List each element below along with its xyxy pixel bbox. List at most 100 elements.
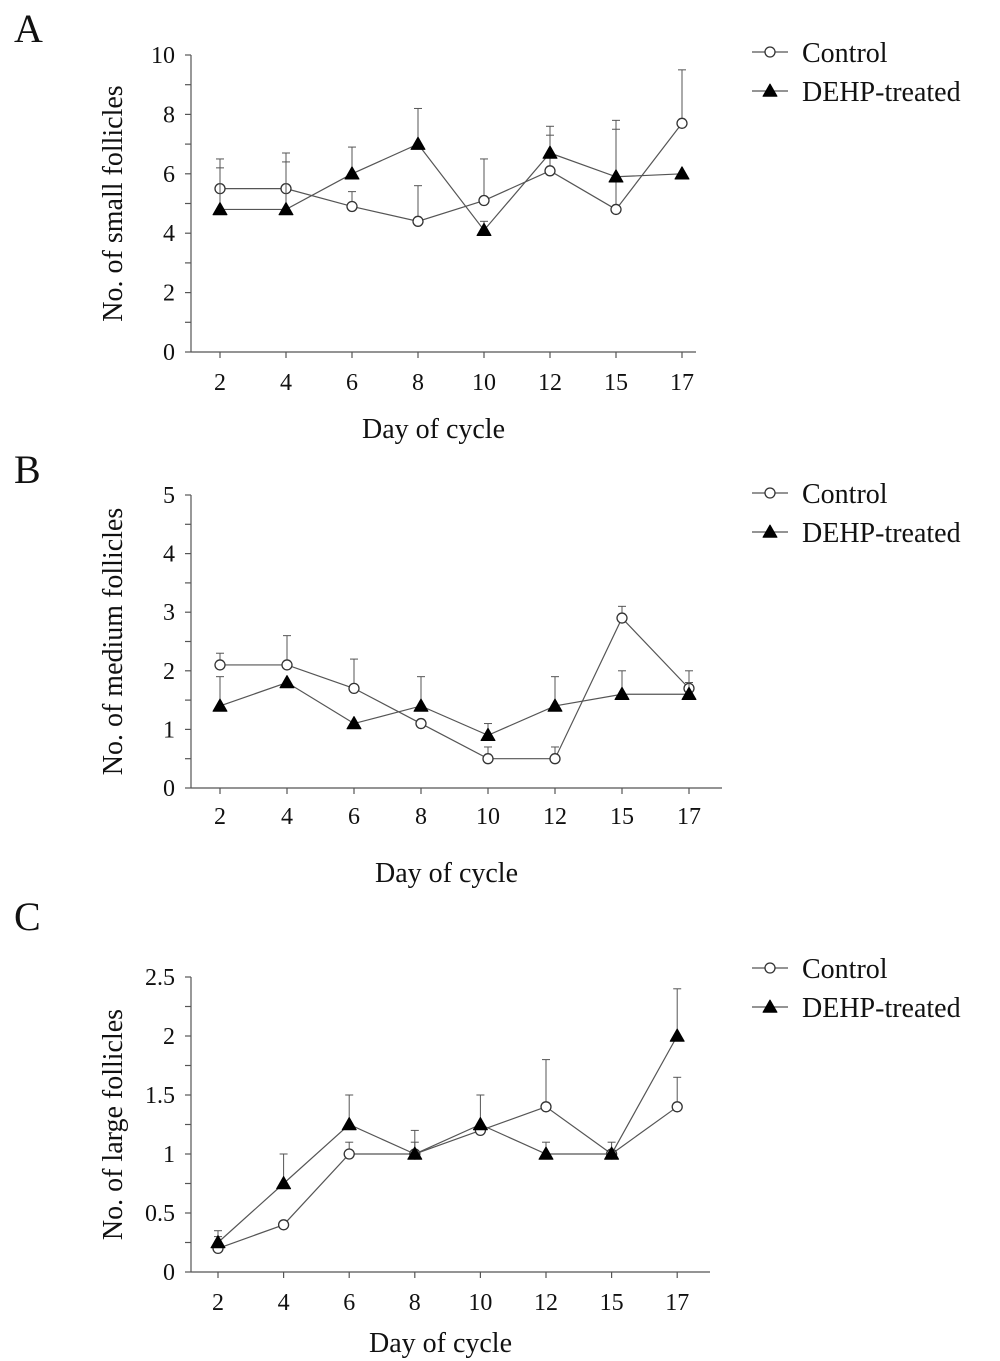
data-point	[540, 1101, 552, 1113]
data-point	[538, 1146, 554, 1160]
data-point	[610, 203, 622, 216]
data-point	[341, 1117, 357, 1131]
x-tick-label: 4	[281, 804, 293, 830]
legend-marker	[762, 83, 778, 97]
series-line	[220, 617, 690, 760]
data-point	[212, 698, 228, 712]
legend-label: DEHP-treated	[802, 518, 961, 549]
data-point	[608, 169, 624, 183]
data-point	[604, 1146, 620, 1160]
series-line	[220, 143, 683, 232]
y-tick-label: 2	[163, 659, 175, 685]
legend-marker	[762, 999, 778, 1013]
legend-label: Control	[802, 954, 888, 985]
panel-letter: A	[14, 6, 43, 51]
data-point	[482, 753, 494, 765]
series-dehp-treated	[212, 107, 690, 236]
y-tick-label: 0	[163, 776, 175, 802]
x-axis-label: Day of cycle	[362, 414, 505, 445]
x-tick-label: 15	[610, 804, 634, 830]
data-point	[346, 716, 362, 730]
x-tick-label: 2	[214, 804, 226, 830]
series-line	[220, 122, 683, 222]
panel-c: C 0 0.5 1 1.5 2 2.5 2 4 6 8 10 12 15 17 Day of cycle No.…	[14, 894, 961, 1359]
legend-label: DEHP-treated	[802, 77, 961, 108]
y-tick-label: 0.5	[145, 1201, 175, 1227]
data-point	[214, 659, 226, 671]
y-axis-label: No. of large follicles	[98, 1009, 129, 1240]
x-tick-label: 6	[348, 804, 360, 830]
legend-marker	[764, 46, 776, 58]
legend: Control DEHP-treated	[752, 479, 961, 549]
x-tick-label: 17	[670, 370, 694, 396]
y-tick-label: 2	[163, 281, 175, 307]
y-tick-label: 2.5	[145, 965, 175, 991]
y-tick-label: 0	[163, 340, 175, 366]
y-tick-label: 0	[163, 1260, 175, 1286]
data-point	[472, 1117, 488, 1131]
series-line	[217, 1106, 678, 1249]
x-tick-label: 10	[472, 370, 496, 396]
y-tick-label: 10	[151, 43, 175, 69]
y-axis-label: No. of medium follicles	[98, 508, 129, 776]
data-point	[674, 166, 690, 180]
data-point	[478, 194, 490, 207]
x-axis-label: Day of cycle	[375, 858, 518, 889]
data-point	[343, 1148, 355, 1160]
y-axis-label: No. of small follicles	[98, 85, 129, 321]
data-point	[669, 1028, 685, 1042]
data-point	[671, 1101, 683, 1113]
data-point	[348, 682, 360, 695]
x-tick-label: 10	[468, 1290, 492, 1316]
data-point	[415, 717, 427, 730]
data-point	[547, 698, 563, 712]
x-tick-label: 12	[538, 370, 562, 396]
series-dehp-treated	[212, 670, 697, 742]
x-tick-label: 8	[412, 370, 424, 396]
data-point	[278, 201, 294, 216]
series-line	[217, 1035, 678, 1243]
y-tick-label: 5	[163, 483, 175, 509]
legend: Control DEHP-treated	[752, 38, 961, 108]
data-point	[277, 1219, 290, 1231]
data-point	[681, 686, 697, 700]
data-point	[549, 753, 561, 765]
data-point	[410, 136, 426, 150]
y-tick-label: 1	[163, 1142, 175, 1168]
data-point	[279, 675, 295, 689]
data-point	[212, 201, 228, 216]
x-tick-label: 12	[534, 1290, 558, 1316]
series-control	[214, 69, 688, 227]
legend-marker	[764, 487, 776, 499]
x-tick-label: 8	[415, 804, 427, 830]
legend-label: DEHP-treated	[802, 993, 961, 1024]
panel-a: A 0 2 4 6 8 10 2 4 6 8 10 12 15 17 Day of cycle No. of s…	[14, 6, 961, 445]
data-point	[413, 698, 429, 712]
legend-label: Control	[802, 479, 888, 510]
data-point	[412, 215, 424, 227]
y-tick-label: 1	[163, 717, 175, 743]
legend-label: Control	[802, 38, 888, 69]
data-point	[210, 1235, 226, 1249]
x-tick-label: 6	[346, 370, 358, 396]
x-tick-label: 12	[543, 804, 567, 830]
x-tick-label: 17	[665, 1290, 689, 1316]
y-tick-label: 4	[163, 542, 175, 568]
y-tick-label: 8	[163, 102, 175, 128]
data-point	[276, 1176, 292, 1190]
y-tick-label: 6	[163, 162, 175, 188]
series-dehp-treated	[210, 988, 685, 1249]
x-tick-label: 10	[476, 804, 500, 830]
series-line	[219, 681, 689, 736]
legend-marker	[762, 524, 778, 538]
x-tick-label: 15	[600, 1290, 624, 1316]
x-tick-label: 17	[677, 804, 701, 830]
y-tick-label: 2	[163, 1024, 175, 1050]
x-axis-label: Day of cycle	[369, 1328, 512, 1359]
y-tick-label: 4	[163, 221, 175, 247]
data-point	[344, 166, 360, 180]
x-tick-label: 15	[604, 370, 628, 396]
panel-letter: C	[14, 894, 41, 939]
x-tick-label: 6	[343, 1290, 355, 1316]
